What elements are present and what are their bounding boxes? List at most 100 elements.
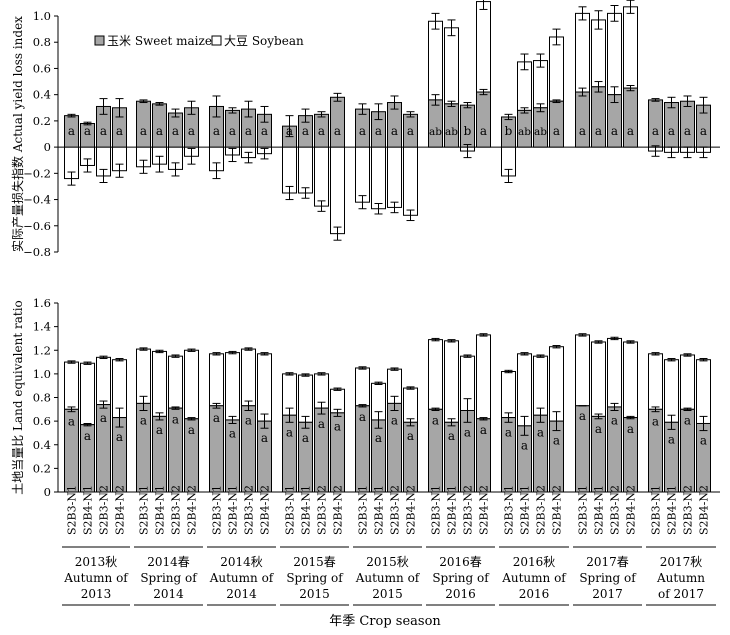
y-tick-label: 1.2 — [33, 343, 51, 357]
season-label-cn: 2017秋 — [660, 555, 703, 569]
season-label-cn: 2014秋 — [220, 555, 263, 569]
significance-letter: a — [611, 413, 618, 427]
category-tick-label: S2B4-N1 — [227, 485, 240, 535]
significance-letter: a — [84, 429, 91, 443]
soybean-bar — [428, 339, 443, 410]
y-tick-label: 0.8 — [33, 35, 51, 49]
category-tick-label: S2B3-N2 — [170, 485, 183, 535]
significance-letter: a — [668, 124, 675, 138]
category-tick-label: S2B4-N2 — [332, 485, 345, 535]
soybean-bar — [549, 346, 564, 422]
significance-letter: a — [229, 426, 236, 440]
soybean-bar — [168, 355, 183, 409]
significance-letter: a — [100, 124, 107, 138]
significance-letter: a — [68, 415, 75, 429]
significance-letter: a — [334, 419, 341, 433]
season-label-cn: 2016秋 — [513, 555, 556, 569]
soybean-bar — [241, 348, 256, 407]
significance-letter: a — [595, 422, 602, 436]
significance-letter: a — [140, 413, 147, 427]
significance-letter: a — [579, 124, 586, 138]
season-label-year: 2017 — [592, 587, 623, 601]
significance-letter: a — [172, 124, 179, 138]
season-label-en: Spring of — [286, 571, 344, 585]
soybean-bar — [403, 146, 418, 216]
significance-letter: a — [700, 434, 707, 448]
y-tick-label: 0.2 — [33, 114, 51, 128]
soybean-bar — [623, 6, 638, 89]
y-tick-label: −0.8 — [23, 245, 51, 259]
category-tick-label: S2B4-N2 — [478, 485, 491, 535]
season-label-year: 2015 — [299, 587, 330, 601]
significance-letter: ab — [429, 126, 442, 138]
category-axis: S2B3-N1 S2B4-N1 S2B3-N2 S2B4-N22013秋Autumn … — [62, 485, 716, 606]
soybean-bar — [696, 359, 711, 424]
significance-letter: a — [359, 410, 366, 424]
significance-letter: ab — [518, 126, 531, 138]
soybean-bar — [152, 350, 167, 417]
category-tick-label: S2B3-N2 — [462, 485, 475, 535]
significance-letter: a — [595, 124, 602, 138]
category-tick-label: S2B4-N1 — [300, 485, 313, 535]
soybean-bar — [80, 362, 95, 426]
soybean-bar — [476, 334, 491, 420]
soybean-bar — [355, 146, 370, 203]
soybean-bar — [96, 356, 111, 406]
soybean-bar — [428, 20, 443, 101]
y-axis-title: 土地当量比 Land equivalent ratio — [11, 300, 25, 495]
legend-label-soybean: 大豆 Soybean — [224, 34, 304, 48]
season-label-en: Spring of — [432, 571, 490, 585]
significance-letter: a — [334, 124, 341, 138]
category-tick-label: S2B4-N2 — [259, 485, 272, 535]
soybean-bar — [387, 146, 402, 208]
category-tick-label: S2B4-N2 — [186, 485, 199, 535]
y-tick-label: −0.4 — [23, 193, 51, 207]
season-label-cn: 2015秋 — [366, 555, 409, 569]
significance-letter: a — [188, 423, 195, 437]
significance-letter: a — [684, 413, 691, 427]
soybean-bar — [591, 19, 606, 88]
soybean-bar — [591, 341, 606, 417]
season-label-year: 2015 — [372, 587, 403, 601]
significance-letter: a — [318, 124, 325, 138]
category-tick-label: S2B4-N1 — [666, 485, 679, 535]
significance-letter: a — [359, 124, 366, 138]
sweet-maize-bar — [476, 91, 491, 148]
category-tick-label: S2B3-N1 — [430, 485, 443, 535]
sweet-maize-bar — [428, 99, 443, 148]
y-tick-label: 0 — [44, 485, 51, 499]
category-tick-label: S2B3-N1 — [211, 485, 224, 535]
soybean-bar — [501, 371, 516, 419]
season-label-en: Autumn of — [501, 571, 567, 585]
soybean-bar — [209, 353, 224, 407]
season-label-year: 2016 — [445, 587, 476, 601]
y-tick-label: 1.4 — [33, 320, 51, 334]
y-tick-label: 0.6 — [33, 414, 51, 428]
category-tick-label: S2B4-N2 — [114, 485, 127, 535]
soybean-bar — [330, 146, 345, 235]
category-tick-label: S2B3-N2 — [98, 485, 111, 535]
significance-letter: b — [464, 124, 472, 138]
actual-yield-loss-panel: 1.0 0.8 0.6 0.4 0.2 0 −0.2 −0.4 −0.6 −0.8实际产量损失指数… — [10, 0, 720, 259]
y-tick-label: 0.2 — [33, 461, 51, 475]
category-tick-label: S2B3-N1 — [577, 485, 590, 535]
category-tick-label: S2B3-N1 — [284, 485, 297, 535]
category-tick-label: S2B4-N1 — [519, 485, 532, 535]
soybean-bar — [623, 341, 638, 419]
significance-letter: a — [391, 413, 398, 427]
season-label-en: Autumn of — [355, 571, 421, 585]
significance-letter: a — [505, 425, 512, 439]
significance-letter: a — [188, 124, 195, 138]
category-tick-label: S2B4-N1 — [446, 485, 459, 535]
y-tick-label: 0.4 — [33, 88, 51, 102]
soybean-bar — [533, 355, 548, 416]
category-tick-label: S2B4-N1 — [593, 485, 606, 535]
legend-label-sweet-maize: 玉米 Sweet maize — [107, 34, 212, 48]
y-tick-label: 0.8 — [33, 391, 51, 405]
soybean-bar — [314, 146, 329, 207]
y-tick-label: −0.6 — [23, 219, 51, 233]
significance-letter: a — [116, 124, 123, 138]
soybean-bar — [607, 12, 622, 96]
category-tick-label: S2B4-N2 — [551, 485, 564, 535]
